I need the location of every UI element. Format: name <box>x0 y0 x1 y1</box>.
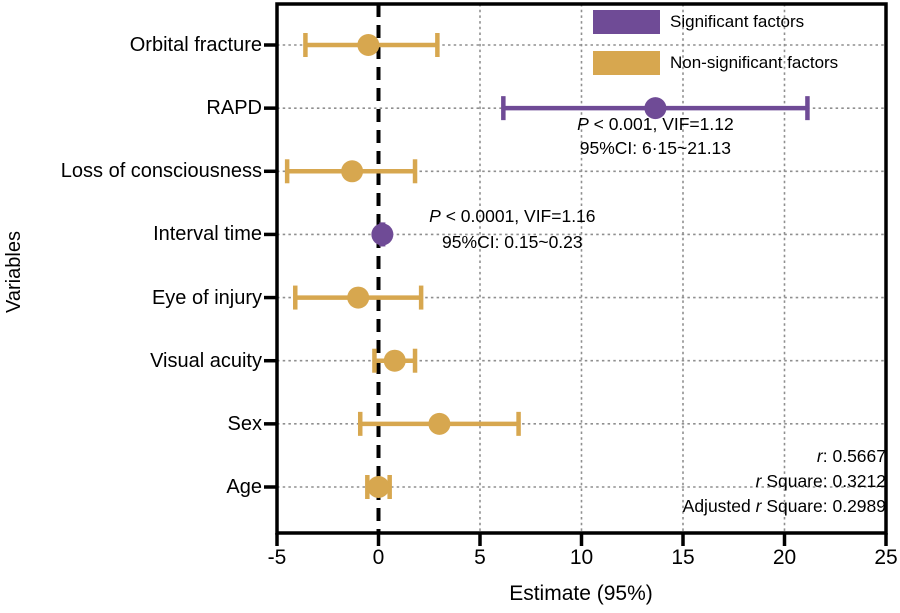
variable-label-loss-of-consciousness: Loss of consciousness <box>60 160 262 183</box>
legend-label-significant: Significant factors <box>670 12 805 31</box>
model-fit-stats: r: 0.5667 r Square: 0.3212 Adjusted r Sq… <box>683 444 886 519</box>
x-tick-label: 25 <box>874 546 898 569</box>
x-axis-title: Estimate (95%) <box>509 582 653 605</box>
stat-r-square: r Square: 0.3212 <box>755 471 886 491</box>
x-tick-label: 5 <box>474 546 486 569</box>
variable-label-age: Age <box>226 476 262 498</box>
annotation-italic: P <box>429 206 441 227</box>
estimate-point <box>371 223 394 246</box>
variable-label-visual-acuity: Visual acuity <box>150 349 262 372</box>
legend-swatch <box>593 10 660 34</box>
annotation-text: < 0.0001, VIF=1.16 <box>440 206 596 227</box>
estimate-point <box>428 412 451 435</box>
variable-label-interval-time: Interval time <box>153 223 262 246</box>
x-tick-label: 10 <box>569 546 594 569</box>
variable-label-sex: Sex <box>227 412 262 435</box>
stat-r: r: 0.5667 <box>816 446 886 466</box>
stat-adjusted-r-square: Adjusted r Square: 0.2989 <box>682 496 886 516</box>
x-tick-label: 20 <box>772 546 797 569</box>
variable-label-orbital-fracture: Orbital fracture <box>129 34 262 56</box>
estimate-point <box>367 476 390 498</box>
annotation-rapd-line1: P < 0.001, VIF=1.12 <box>455 113 855 135</box>
annotation-interval-time-line2: 95%CI: 0.15~0.23 <box>312 231 712 253</box>
x-tick-label: 15 <box>671 546 695 569</box>
annotation-italic: P <box>577 114 589 135</box>
estimate-point <box>357 34 380 56</box>
variable-label-rapd: RAPD <box>206 97 262 120</box>
annotation-text: 95%CI: 6·15~21.13 <box>579 138 732 159</box>
estimate-point <box>347 286 370 309</box>
variable-label-eye-of-injury: Eye of injury <box>151 286 262 309</box>
legend-label-nonsignificant: Non-significant factors <box>670 53 839 72</box>
legend-swatch <box>593 51 660 75</box>
annotation-text: 95%CI: 0.15~0.23 <box>442 232 583 253</box>
x-tick-label: -5 <box>267 546 287 569</box>
x-tick-label: 0 <box>372 546 385 569</box>
estimate-point <box>644 97 667 120</box>
estimate-point <box>341 160 364 183</box>
annotation-text: < 0.001, VIF=1.12 <box>588 114 734 135</box>
annotation-rapd-line2: 95%CI: 6·15~21.13 <box>455 137 855 159</box>
estimate-point <box>383 349 406 372</box>
annotation-interval-time-line1: P < 0.0001, VIF=1.16 <box>312 205 712 227</box>
